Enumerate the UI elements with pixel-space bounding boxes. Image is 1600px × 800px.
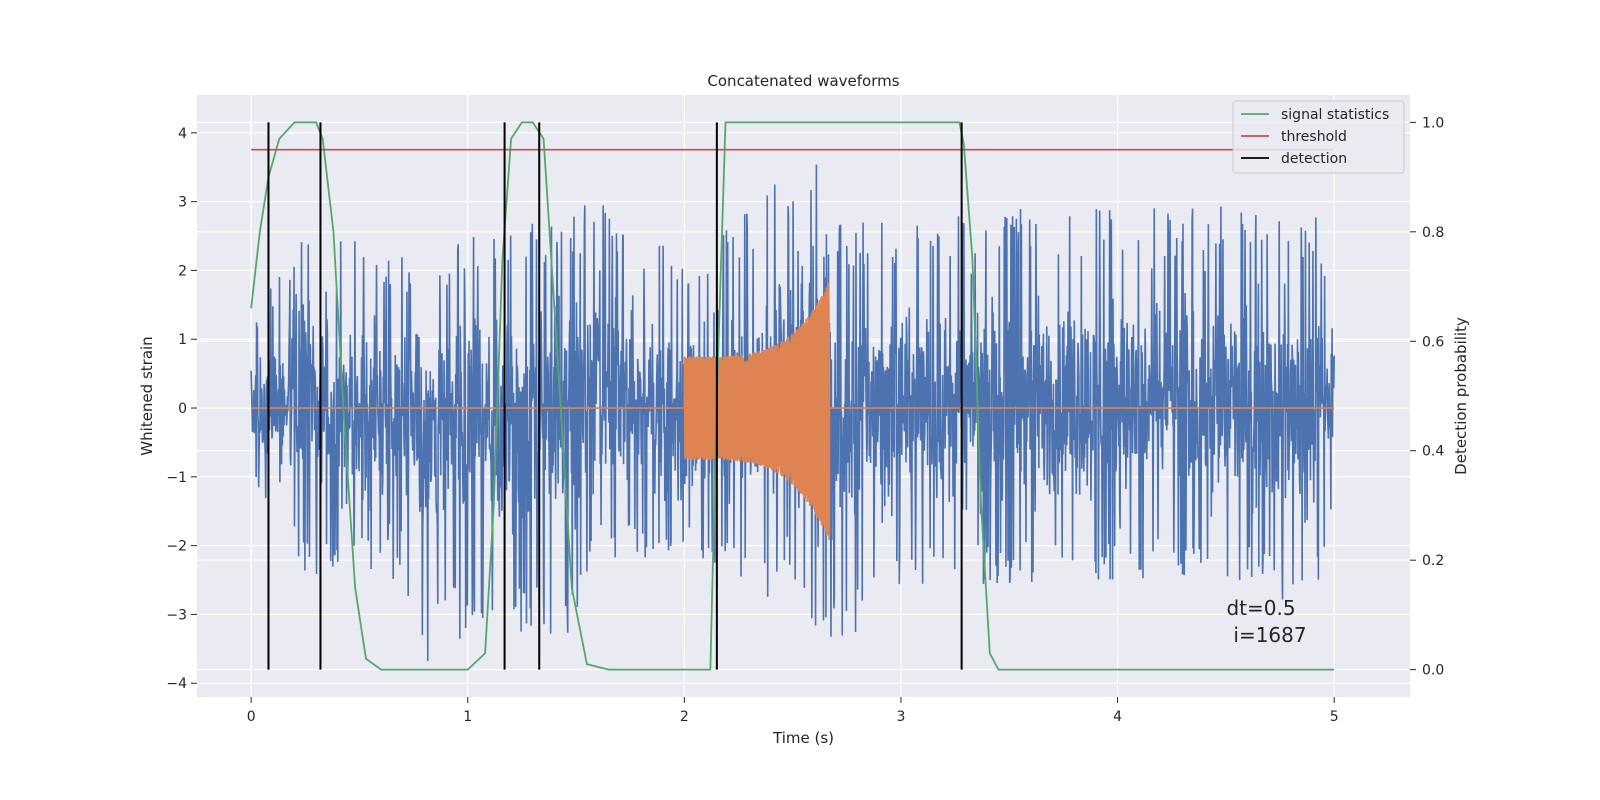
y2-tick-label: 0.6 bbox=[1422, 334, 1444, 350]
y-tick-label: 3 bbox=[178, 195, 187, 211]
x-tick-label: 0 bbox=[247, 709, 256, 725]
legend: signal statistics threshold detection bbox=[1232, 100, 1405, 174]
annotation-dt: dt=0.5 bbox=[1226, 596, 1295, 620]
y-tick-label: 1 bbox=[178, 332, 187, 348]
y-tick-label: 0 bbox=[178, 401, 187, 417]
y-tick-label: 2 bbox=[178, 263, 187, 279]
y-axis-title: Whitened strain bbox=[138, 336, 156, 455]
y-tick-label: 4 bbox=[178, 126, 187, 142]
y2-tick-label: 0.2 bbox=[1422, 553, 1444, 569]
y2-tick-label: 0.8 bbox=[1422, 225, 1444, 241]
legend-label: signal statistics bbox=[1281, 107, 1389, 123]
legend-label: detection bbox=[1281, 151, 1347, 167]
legend-label: threshold bbox=[1281, 129, 1347, 145]
y-tick-label: −3 bbox=[166, 607, 187, 623]
legend-box bbox=[1232, 100, 1405, 174]
x-tick-label: 5 bbox=[1330, 709, 1339, 725]
y-tick-label: −1 bbox=[166, 470, 187, 486]
y2-tick-label: 0.4 bbox=[1422, 444, 1444, 460]
y-tick-label: −2 bbox=[166, 539, 187, 555]
axes: 0 1 2 3 4 5 −4 −3 −2 −1 0 1 2 3 4 0.0 0.2 0.4 0.6 0.8 1.0 bbox=[166, 115, 1444, 725]
x-tick-label: 4 bbox=[1113, 709, 1122, 725]
y2-tick-label: 1.0 bbox=[1422, 115, 1444, 131]
y-tick-label: −4 bbox=[166, 676, 187, 692]
chart-title: Concatenated waveforms bbox=[707, 72, 899, 90]
x-tick-label: 1 bbox=[463, 709, 472, 725]
y2-axis-title: Detection probability bbox=[1452, 317, 1470, 475]
annotation-index: i=1687 bbox=[1233, 623, 1306, 647]
x-axis-title: Time (s) bbox=[772, 729, 834, 747]
probability-overlay bbox=[250, 121, 1335, 671]
injected-waveform-line bbox=[251, 282, 1335, 540]
injected-waveform-series bbox=[251, 282, 1335, 540]
x-tick-label: 3 bbox=[897, 709, 906, 725]
x-tick-label: 2 bbox=[680, 709, 689, 725]
y2-tick-label: 0.0 bbox=[1422, 663, 1444, 679]
